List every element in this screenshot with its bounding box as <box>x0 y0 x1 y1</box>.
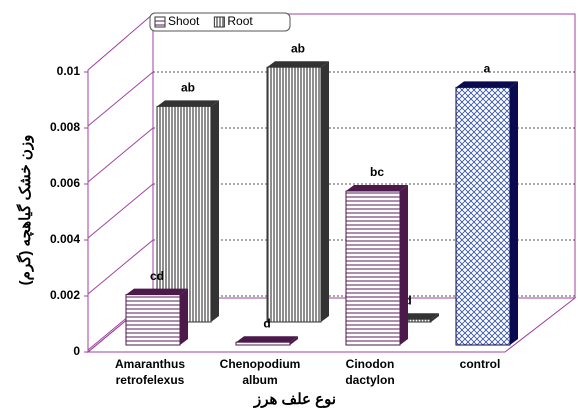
significance-letter: cd <box>150 269 164 283</box>
grid <box>84 71 575 353</box>
x-tick-label: Chenopodium album <box>220 357 301 387</box>
bar <box>266 66 322 323</box>
y-tick-label: 0.004 <box>50 232 80 246</box>
bar-top <box>346 185 408 191</box>
x-axis-label: نوع علف هرز <box>253 391 336 408</box>
y-tick-label: 0.008 <box>50 120 80 134</box>
grid-line <box>87 239 154 295</box>
legend-label: Shoot <box>168 14 200 28</box>
bar-top <box>236 336 298 343</box>
bar-side <box>321 61 329 322</box>
significance-letter: ab <box>181 81 195 95</box>
bar-side <box>290 336 298 345</box>
y-tick-label: 0 <box>73 344 80 358</box>
significance-letter: bc <box>370 165 384 179</box>
bar <box>125 294 181 346</box>
x-tick-label: Cinodon dactylon <box>345 357 394 387</box>
grid-line <box>87 71 154 127</box>
x-tick-label: control <box>460 357 501 371</box>
x-tick-label: Amaranthus retrofelexus <box>115 357 185 387</box>
legend: Shoot Root <box>149 12 291 32</box>
significance-letter: ab <box>291 41 305 55</box>
grid-line <box>87 127 154 183</box>
y-tick-label: 0.006 <box>50 176 80 190</box>
significance-letter: d <box>263 316 270 330</box>
bar-top <box>126 288 188 295</box>
significance-letter: a <box>484 62 491 76</box>
legend-swatch <box>213 16 225 28</box>
bar <box>235 341 291 346</box>
bar-top <box>456 81 518 88</box>
legend-label: Root <box>227 14 253 28</box>
bar-top <box>267 61 329 68</box>
back-wall <box>153 13 576 298</box>
y-tick-label: 0.002 <box>50 288 80 302</box>
bar-side <box>400 185 408 345</box>
grid-line <box>87 183 154 239</box>
bar <box>345 190 401 346</box>
bar-side <box>510 81 518 346</box>
bar-top <box>157 100 219 107</box>
legend-swatch <box>154 16 166 28</box>
bar-side <box>211 100 219 323</box>
y-axis-label: وزن خشک گیاهچه (گرم) <box>16 135 34 286</box>
y-tick-label: 0.01 <box>57 64 81 78</box>
bar-side <box>431 313 439 322</box>
bar <box>455 86 511 346</box>
bar-side <box>180 288 188 345</box>
bars: ababdcddbca <box>125 41 518 346</box>
